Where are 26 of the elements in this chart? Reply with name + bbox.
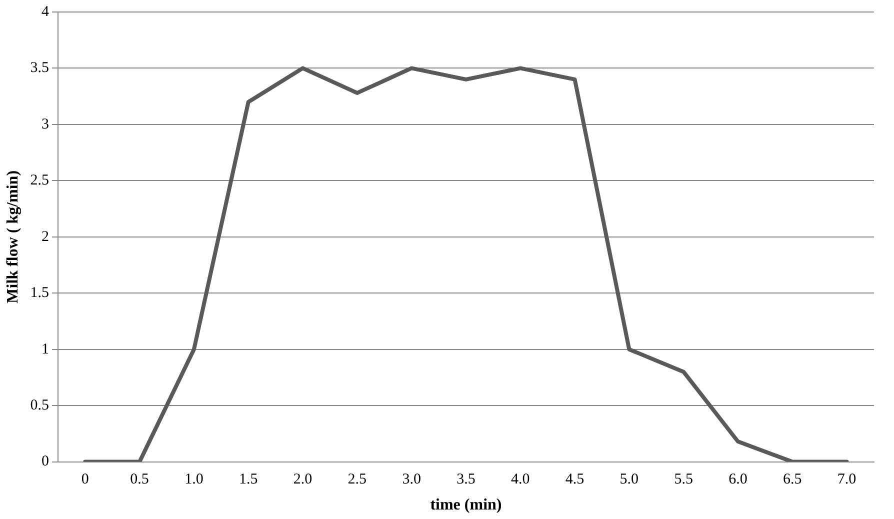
y-tick-label: 2	[41, 228, 49, 245]
x-tick-label: 3.5	[456, 472, 476, 488]
y-tick-label: 4	[41, 4, 50, 20]
y-tick-label: 1.5	[30, 285, 49, 302]
x-tick-label: 4.5	[565, 472, 584, 488]
y-axis-title: Milk flow ( kg/min)	[4, 170, 22, 304]
x-tick-label: 7.0	[837, 472, 856, 488]
y-tick-label: 2.5	[30, 172, 49, 189]
y-tick-label: 3	[41, 116, 49, 132]
x-tick-label: 6.5	[783, 472, 802, 488]
x-axis-title: time (min)	[430, 496, 502, 514]
x-tick-label: 3.0	[402, 472, 421, 488]
x-tick-label: 2.5	[348, 472, 367, 488]
y-tick-label: 0.5	[30, 398, 49, 414]
x-tick-label: 1.0	[184, 472, 204, 488]
x-tick-label: 5.5	[674, 472, 693, 488]
x-tick-label: 5.0	[620, 472, 639, 488]
x-tick-label: 2.0	[293, 472, 312, 488]
y-tick-label: 0	[41, 454, 49, 470]
y-tick-label: 3.5	[30, 60, 49, 76]
x-tick-label: 0	[81, 472, 89, 488]
x-tick-label: 4.0	[511, 472, 530, 488]
y-tick-label: 1	[41, 341, 49, 358]
x-tick-label: 6.0	[728, 472, 748, 488]
x-tick-label: 1.5	[238, 472, 258, 488]
x-tick-label: 0.5	[130, 472, 149, 488]
